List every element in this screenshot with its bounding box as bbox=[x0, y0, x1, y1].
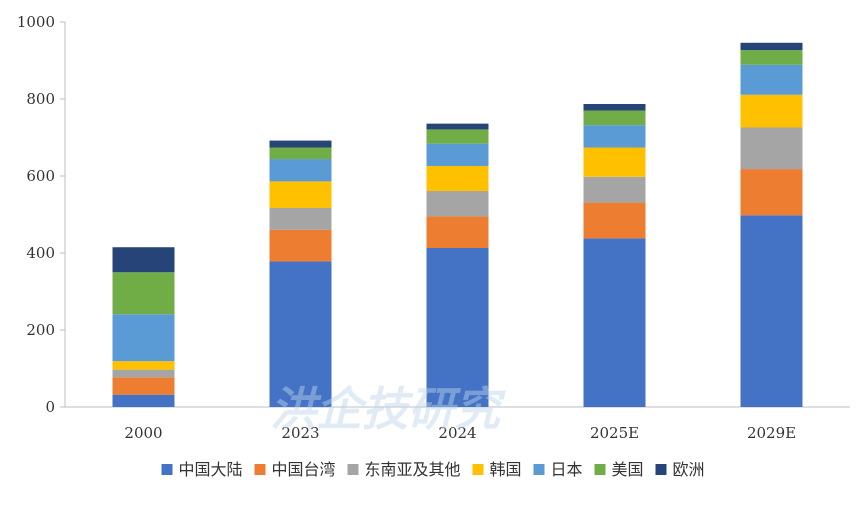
bar-segment bbox=[426, 216, 489, 248]
bar-segment bbox=[426, 165, 489, 192]
legend-label: 中国台湾 bbox=[272, 460, 336, 479]
bar-segment bbox=[583, 147, 646, 177]
bar-segment bbox=[426, 123, 489, 130]
bar-segment bbox=[426, 143, 489, 166]
bar-segment bbox=[426, 129, 489, 144]
bar-segment bbox=[112, 361, 175, 370]
legend-label: 韩国 bbox=[490, 460, 522, 479]
y-tick-label: 800 bbox=[26, 90, 55, 108]
legend-swatch bbox=[533, 464, 545, 475]
bar-segment bbox=[426, 247, 489, 407]
y-tick-label: 600 bbox=[26, 167, 55, 185]
bar-segment bbox=[269, 147, 332, 160]
bar-segment bbox=[740, 94, 803, 128]
legend-swatch bbox=[161, 464, 173, 475]
y-tick-label: 200 bbox=[26, 321, 55, 339]
bar-segment bbox=[740, 127, 803, 170]
watermark: 洪企技研究 bbox=[270, 382, 506, 436]
x-tick-label: 2023 bbox=[281, 424, 319, 442]
bar-segment bbox=[269, 229, 332, 262]
bar-segment bbox=[740, 64, 803, 95]
y-tick-label: 0 bbox=[45, 398, 55, 416]
legend-swatch bbox=[594, 464, 606, 475]
bar-segment bbox=[583, 110, 646, 126]
legend-swatch bbox=[254, 464, 266, 475]
legend-label: 东南亚及其他 bbox=[365, 460, 461, 479]
x-tick-label: 2029E bbox=[747, 424, 796, 442]
watermark-text: 洪企技研究 bbox=[270, 382, 506, 436]
x-tick-label: 2000 bbox=[124, 424, 162, 442]
legend-swatch bbox=[347, 464, 359, 475]
bar-segment bbox=[583, 125, 646, 148]
x-tick-label: 2025E bbox=[590, 424, 639, 442]
bar-segment bbox=[112, 247, 175, 273]
bar-segment bbox=[740, 42, 803, 51]
bar-segment bbox=[583, 238, 646, 407]
bar-segment bbox=[583, 176, 646, 203]
legend-label: 日本 bbox=[551, 460, 583, 479]
legend-label: 美国 bbox=[612, 460, 644, 479]
bar-segment bbox=[269, 261, 332, 407]
plot-area: 0 200 400 600 800 1000 2000 2023 2024 2025E 2029E bbox=[17, 13, 850, 442]
bar-segment bbox=[112, 272, 175, 315]
legend-label: 中国大陆 bbox=[179, 460, 243, 479]
bar-segment bbox=[269, 140, 332, 148]
legend: 中国大陆 中国台湾 东南亚及其他 韩国 日本 美国 欧洲 bbox=[161, 460, 705, 479]
y-tick-label: 1000 bbox=[17, 13, 55, 31]
x-tick-label: 2024 bbox=[438, 424, 476, 442]
bar-segment bbox=[112, 394, 175, 407]
bar-segment bbox=[112, 369, 175, 378]
y-tick-label: 400 bbox=[26, 244, 55, 262]
bar-segment bbox=[269, 207, 332, 230]
bar-segment bbox=[112, 377, 175, 395]
bar-segment bbox=[740, 50, 803, 65]
bar-segment bbox=[583, 202, 646, 239]
bar-segment bbox=[269, 181, 332, 208]
legend-label: 欧洲 bbox=[673, 460, 705, 479]
bar-segment bbox=[426, 191, 489, 217]
legend-swatch bbox=[472, 464, 484, 475]
bar-segment bbox=[740, 169, 803, 216]
bar-segment bbox=[583, 104, 646, 111]
bar-segment bbox=[740, 215, 803, 407]
bar-segment bbox=[269, 159, 332, 182]
bar-segment bbox=[112, 314, 175, 362]
legend-swatch bbox=[655, 464, 667, 475]
